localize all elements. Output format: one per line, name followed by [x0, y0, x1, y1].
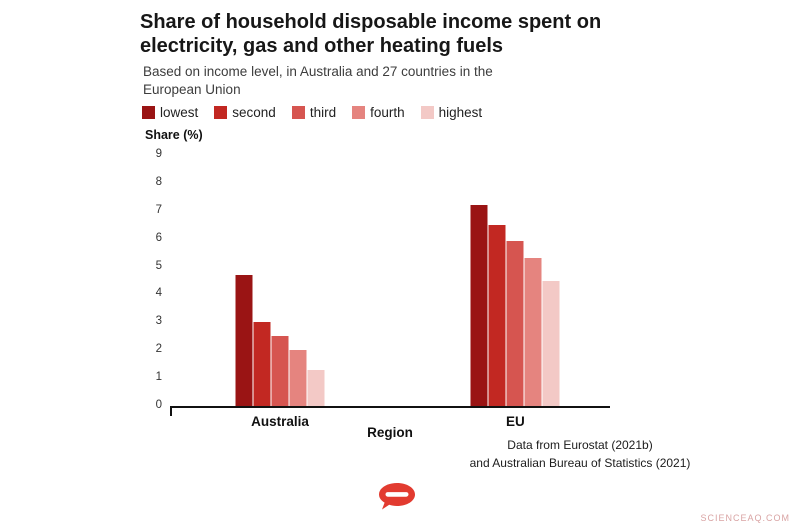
y-tick-1: 1 — [155, 371, 162, 384]
chart-title: Share of household disposable income spe… — [140, 11, 602, 58]
bar-second-eu — [488, 224, 506, 406]
legend-swatch-third — [291, 106, 305, 119]
y-tick-3: 3 — [155, 315, 162, 328]
watermark-text: SCIENCEAQ.COM — [700, 513, 790, 523]
y-tick-7: 7 — [155, 203, 162, 216]
legend-label: fourth — [370, 105, 405, 120]
bar-fourth-australia — [289, 350, 307, 406]
bar-highest-eu — [542, 280, 560, 406]
bar-lowest-australia — [235, 274, 253, 406]
speech-bubble-icon — [379, 483, 415, 510]
x-axis-title: Region — [367, 425, 413, 440]
legend: lowest second third fourth highest — [142, 105, 482, 120]
bar-third-australia — [271, 336, 289, 406]
data-source-line-2: and Australian Bureau of Statistics (202… — [469, 456, 691, 470]
bar-group-eu — [470, 205, 560, 406]
y-tick-8: 8 — [155, 175, 162, 188]
data-source-note: Data from Eurostat (2021b) and Australia… — [440, 436, 720, 472]
y-tick-4: 4 — [155, 287, 162, 300]
category-label-australia: Australia — [251, 414, 309, 429]
y-axis-title: Share (%) — [145, 128, 203, 142]
bar-third-eu — [506, 241, 524, 406]
bar-group-australia — [235, 274, 325, 406]
legend-swatch-highest — [420, 106, 434, 119]
bar-lowest-eu — [470, 205, 488, 406]
legend-label: lowest — [160, 105, 199, 120]
data-source-line-1: Data from Eurostat (2021b) — [507, 438, 653, 452]
y-tick-0: 0 — [155, 399, 162, 411]
legend-swatch-lowest — [142, 106, 155, 119]
y-tick-6: 6 — [155, 231, 162, 244]
y-axis-ticks: 0 1 2 3 4 5 6 7 8 9 — [130, 148, 162, 411]
legend-item-second: second — [214, 105, 276, 120]
legend-item-third: third — [291, 105, 337, 120]
legend-item-lowest: lowest — [142, 105, 198, 120]
x-axis-tick — [170, 406, 172, 416]
scienceaq-logo — [376, 481, 418, 518]
plot-area: Australia EU — [170, 155, 610, 429]
legend-label: second — [232, 105, 276, 120]
bar-second-australia — [253, 322, 271, 406]
legend-swatch-second — [214, 106, 228, 119]
y-tick-5: 5 — [155, 259, 162, 272]
chart-subtitle: Based on income level, in Australia and … — [143, 64, 493, 98]
bar-fourth-eu — [524, 258, 542, 406]
legend-item-fourth: fourth — [352, 105, 405, 120]
legend-swatch-fourth — [352, 106, 366, 119]
legend-label: highest — [438, 105, 483, 120]
bar-highest-australia — [307, 369, 325, 406]
y-tick-2: 2 — [155, 343, 162, 356]
legend-item-highest: highest — [420, 105, 483, 120]
category-label-eu: EU — [506, 414, 525, 429]
legend-label: third — [309, 105, 337, 120]
y-tick-9: 9 — [155, 148, 162, 160]
